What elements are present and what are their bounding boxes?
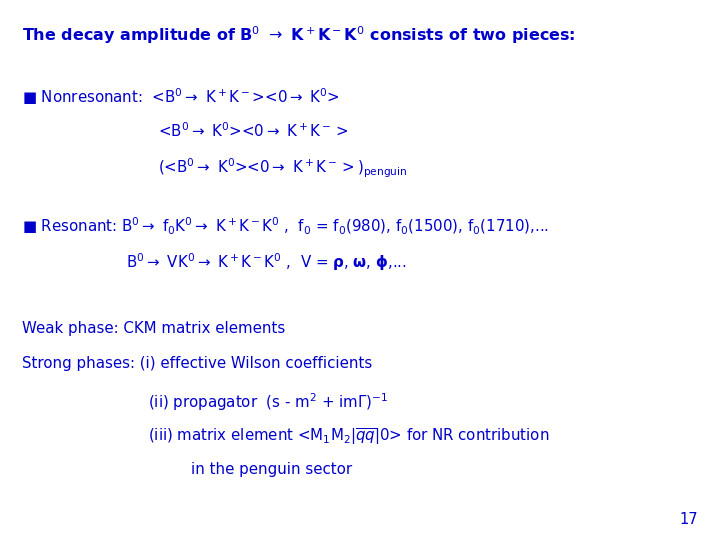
Text: (ii) propagator  (s - m$^2$ + imΓ)$^{-1}$: (ii) propagator (s - m$^2$ + imΓ)$^{-1}$ <box>148 392 387 413</box>
Text: in the penguin sector: in the penguin sector <box>191 462 352 477</box>
Text: B$^0$$\rightarrow$ VK$^0$$\rightarrow$ K$^+$K$^-$K$^0$ ,  V = $\mathbf{\rho}$, $: B$^0$$\rightarrow$ VK$^0$$\rightarrow$ K… <box>126 251 407 273</box>
Text: (<B$^0$$\rightarrow$ K$^0$><0$\rightarrow$ K$^+$K$^->$)$_{\mathrm{penguin}}$: (<B$^0$$\rightarrow$ K$^0$><0$\rightarro… <box>158 157 408 180</box>
Text: 17: 17 <box>680 511 698 526</box>
Text: $\blacksquare$ Nonresonant:  <B$^0$$\rightarrow$ K$^+$K$^-$><0$\rightarrow$ K$^0: $\blacksquare$ Nonresonant: <B$^0$$\righ… <box>22 86 340 107</box>
Text: Weak phase: CKM matrix elements: Weak phase: CKM matrix elements <box>22 321 285 336</box>
Text: Strong phases: (i) effective Wilson coefficients: Strong phases: (i) effective Wilson coef… <box>22 356 372 372</box>
Text: The decay amplitude of B$^0$ $\rightarrow$ K$^+$K$^-$K$^0$ consists of two piece: The decay amplitude of B$^0$ $\rightarro… <box>22 24 575 46</box>
Text: <B$^0$$\rightarrow$ K$^0$><0$\rightarrow$ K$^+$K$^->$: <B$^0$$\rightarrow$ K$^0$><0$\rightarrow… <box>158 122 349 140</box>
Text: (iii) matrix element <M$_1$M$_2$|$\overline{qq}$|0> for NR contribution: (iii) matrix element <M$_1$M$_2$|$\overl… <box>148 427 549 447</box>
Text: $\blacksquare$ Resonant: B$^0$$\rightarrow$ f$_0$K$^0$$\rightarrow$ K$^+$K$^-$K$: $\blacksquare$ Resonant: B$^0$$\rightarr… <box>22 216 549 237</box>
